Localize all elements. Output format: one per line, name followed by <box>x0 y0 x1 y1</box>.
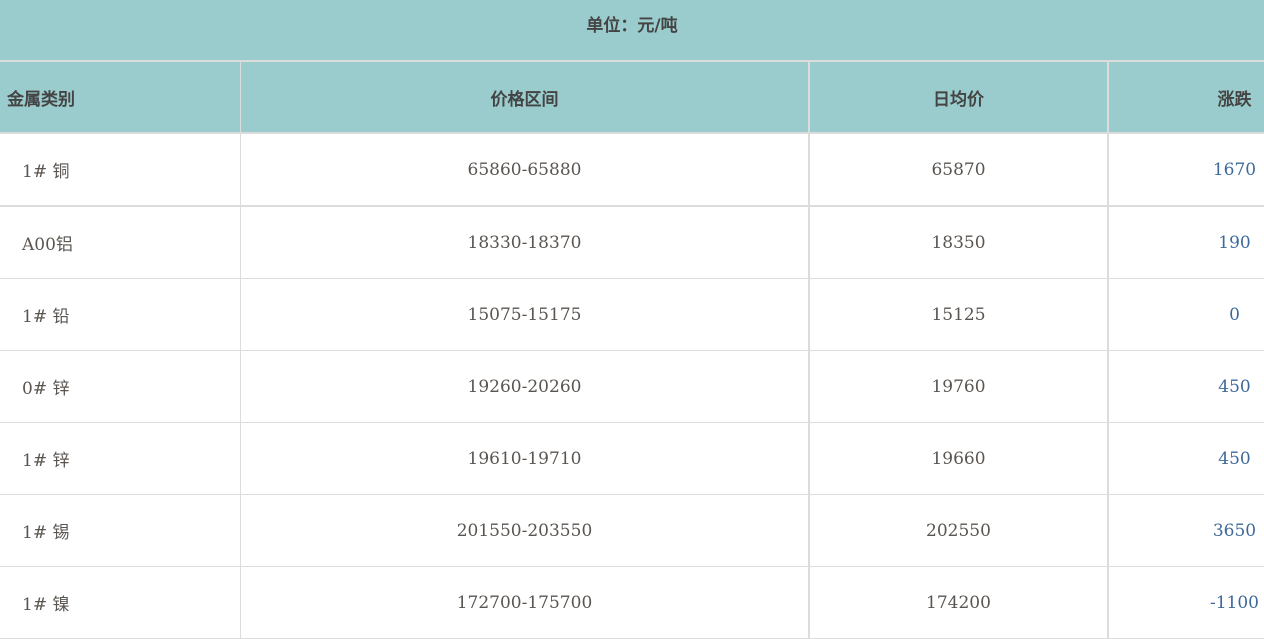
price-range-cell: 15075-15175 <box>240 278 810 351</box>
metal-cell: 1# 锌 <box>0 422 241 495</box>
metal-cell: 1# 铅 <box>0 278 241 351</box>
average-price-cell: 19760 <box>809 350 1109 423</box>
header-range: 价格区间 <box>240 62 810 134</box>
metal-cell: 1# 铜 <box>0 133 241 207</box>
metal-cell: 1# 镍 <box>0 566 241 639</box>
header-change: 涨跌 <box>1108 62 1264 134</box>
table-row: A00铝 18330-18370 18350 190 <box>0 206 1264 279</box>
average-price-cell: 174200 <box>809 566 1109 639</box>
metal-price-table: 金属类别 价格区间 日均价 涨跌 1# 铜 65860-65880 65870 167… <box>0 62 1264 639</box>
metal-cell: A00铝 <box>0 206 241 279</box>
average-price-cell: 18350 <box>809 206 1109 279</box>
header-avg: 日均价 <box>809 62 1109 134</box>
table-row: 1# 镍 172700-175700 174200 -1100 <box>0 566 1264 639</box>
metal-cell: 0# 锌 <box>0 350 241 423</box>
header-row: 金属类别 价格区间 日均价 涨跌 <box>0 62 1264 134</box>
change-cell: 450 <box>1108 350 1264 423</box>
table-row: 1# 锡 201550-203550 202550 3650 <box>0 494 1264 567</box>
price-range-cell: 19610-19710 <box>240 422 810 495</box>
change-cell: 3650 <box>1108 494 1264 567</box>
metal-cell: 1# 锡 <box>0 494 241 567</box>
average-price-cell: 15125 <box>809 278 1109 351</box>
price-range-cell: 201550-203550 <box>240 494 810 567</box>
price-range-cell: 65860-65880 <box>240 133 810 207</box>
table-row: 1# 锌 19610-19710 19660 450 <box>0 422 1264 495</box>
unit-title: 单位：元/吨 <box>0 0 1264 62</box>
change-cell: -1100 <box>1108 566 1264 639</box>
change-cell: 190 <box>1108 206 1264 279</box>
price-range-cell: 172700-175700 <box>240 566 810 639</box>
table-row: 1# 铜 65860-65880 65870 1670 <box>0 133 1264 207</box>
price-range-cell: 18330-18370 <box>240 206 810 279</box>
table-row: 0# 锌 19260-20260 19760 450 <box>0 350 1264 423</box>
header-metal: 金属类别 <box>0 62 241 134</box>
price-range-cell: 19260-20260 <box>240 350 810 423</box>
change-cell: 0 <box>1108 278 1264 351</box>
average-price-cell: 19660 <box>809 422 1109 495</box>
change-cell: 450 <box>1108 422 1264 495</box>
average-price-cell: 202550 <box>809 494 1109 567</box>
table-row: 1# 铅 15075-15175 15125 0 <box>0 278 1264 351</box>
change-cell: 1670 <box>1108 133 1264 207</box>
average-price-cell: 65870 <box>809 133 1109 207</box>
